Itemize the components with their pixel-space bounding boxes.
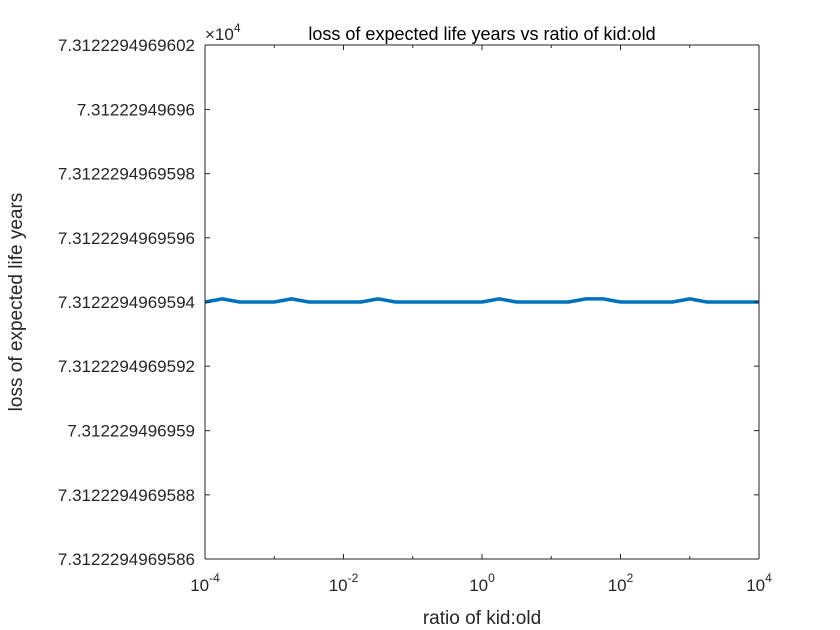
x-tick-base: 10 xyxy=(190,576,209,595)
y-tick-label: 7.3122294969592 xyxy=(58,357,195,376)
x-tick-base: 10 xyxy=(746,576,765,595)
y-tick-label: 7.3122294969586 xyxy=(58,550,195,569)
x-tick-base: 10 xyxy=(608,576,627,595)
x-tick-exponent: -2 xyxy=(348,571,359,585)
x-tick-label: 10-2 xyxy=(329,571,359,595)
y-tick-label: 7.312229496959 xyxy=(67,422,195,441)
x-tick-base: 10 xyxy=(469,576,488,595)
y-tick-label: 7.31222949696 xyxy=(77,100,195,119)
series-layer xyxy=(204,297,759,304)
tick-label-layer: 7.3122294969586 7.3122294969588 7.31222949… xyxy=(58,36,772,595)
series-line-loss xyxy=(204,297,759,304)
y-axis-label: loss of expected life years xyxy=(6,193,27,412)
x-tick-label: 102 xyxy=(608,571,634,595)
x-tick-exponent: 0 xyxy=(488,571,495,585)
y-tick-label: 7.3122294969594 xyxy=(58,293,195,312)
x-tick-label: 104 xyxy=(746,571,772,595)
y-axis-multiplier: ×104 xyxy=(205,21,241,44)
x-tick-label: 100 xyxy=(469,571,495,595)
y-tick-label: 7.3122294969596 xyxy=(58,229,195,248)
x-tick-exponent: -4 xyxy=(209,571,220,585)
y-multiplier-exponent: 4 xyxy=(234,21,241,35)
y-tick-label: 7.3122294969588 xyxy=(58,486,195,505)
chart-title: loss of expected life years vs ratio of … xyxy=(308,24,655,44)
x-tick-base: 10 xyxy=(329,576,348,595)
tick-layer xyxy=(204,44,760,560)
y-tick-label: 7.3122294969602 xyxy=(58,36,195,55)
x-axis-label: ratio of kid:old xyxy=(423,608,541,629)
x-tick-label: 10-4 xyxy=(190,571,220,595)
y-multiplier-base: ×10 xyxy=(205,25,234,44)
x-tick-exponent: 4 xyxy=(765,571,772,585)
x-tick-exponent: 2 xyxy=(627,571,634,585)
y-tick-label: 7.3122294969598 xyxy=(58,165,195,184)
